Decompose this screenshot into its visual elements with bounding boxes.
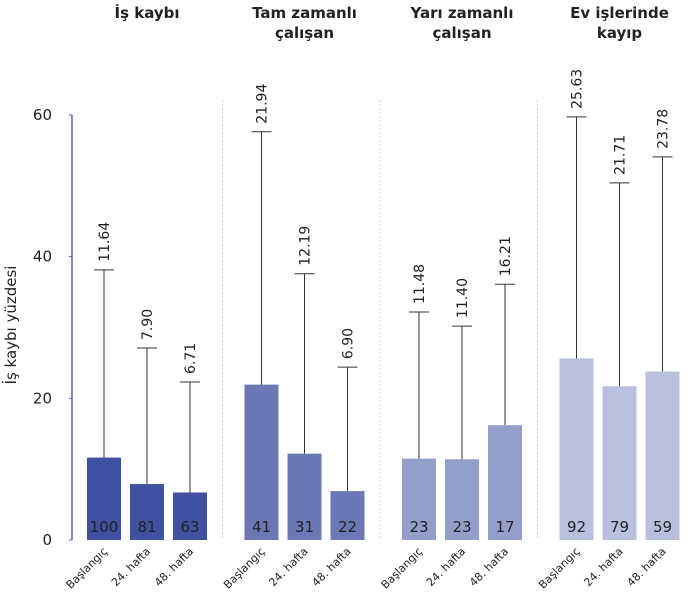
bar	[130, 484, 164, 540]
bar	[559, 358, 594, 540]
value-label: 21.71	[613, 135, 629, 175]
panel-title: çalışan	[275, 24, 334, 42]
value-label: 16.21	[498, 236, 514, 276]
count-label: 92	[567, 518, 586, 536]
value-label: 6.71	[183, 343, 199, 374]
count-label: 81	[137, 518, 156, 536]
count-label: 17	[495, 518, 514, 536]
panel-title: çalışan	[432, 24, 491, 42]
count-label: 23	[409, 518, 428, 536]
x-tick-label: 48. hafta	[152, 545, 196, 589]
panel-title: Tam zamanlı	[252, 4, 357, 22]
panel-title: İş kaybı	[114, 3, 179, 22]
bar	[445, 459, 479, 540]
x-tick-label: Başlangıç	[221, 545, 268, 592]
panel-title: Yarı zamanlı	[410, 4, 514, 22]
bar	[87, 457, 121, 540]
x-tick-label: 24. hafta	[424, 545, 468, 589]
y-tick-label: 40	[33, 248, 52, 266]
panel-title: kayıp	[597, 24, 643, 42]
x-tick-label: 24. hafta	[266, 545, 310, 589]
value-label: 6.90	[341, 328, 357, 359]
value-label: 23.78	[656, 109, 672, 149]
bar	[402, 458, 436, 540]
count-label: 23	[452, 518, 471, 536]
y-axis-label: İş kaybı yüzdesi	[1, 266, 20, 385]
count-label: 100	[90, 518, 119, 536]
x-tick-label: 24. hafta	[581, 545, 625, 589]
count-label: 63	[180, 518, 199, 536]
x-tick-label: 48. hafta	[624, 545, 668, 589]
count-label: 41	[252, 518, 271, 536]
count-label: 79	[610, 518, 629, 536]
value-label: 25.63	[570, 69, 586, 109]
x-tick-label: Başlangıç	[536, 545, 583, 592]
x-tick-label: 48. hafta	[467, 545, 511, 589]
panel-title: Ev işlerinde	[570, 4, 669, 22]
value-label: 11.40	[455, 278, 471, 318]
bar	[173, 492, 207, 540]
bar	[287, 453, 322, 540]
bar	[602, 386, 637, 540]
value-label: 11.48	[412, 264, 428, 304]
x-tick-label: Başlangıç	[64, 545, 111, 592]
y-tick-label: 0	[42, 531, 52, 549]
bar	[645, 371, 680, 540]
count-label: 22	[338, 518, 357, 536]
count-label: 59	[653, 518, 672, 536]
bar	[244, 384, 279, 540]
value-label: 12.19	[298, 226, 314, 266]
bar	[330, 491, 365, 540]
y-tick-label: 60	[33, 106, 52, 124]
value-label: 7.90	[140, 309, 156, 340]
y-tick-label: 20	[33, 389, 52, 407]
x-tick-label: Başlangıç	[379, 545, 426, 592]
x-tick-label: 48. hafta	[309, 545, 353, 589]
value-label: 11.64	[97, 222, 113, 262]
count-label: 31	[295, 518, 314, 536]
value-label: 21.94	[255, 84, 271, 124]
x-tick-label: 24. hafta	[109, 545, 153, 589]
bar	[488, 425, 522, 540]
